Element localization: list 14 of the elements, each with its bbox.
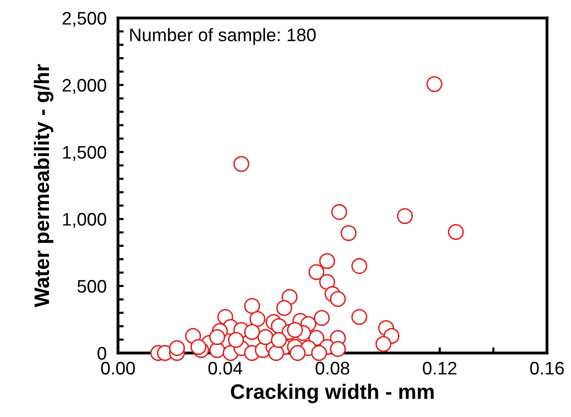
y-tick-label: 2,000 (62, 78, 106, 94)
x-tick-label: 0.08 (316, 362, 350, 375)
x-tick-label: 0.00 (101, 362, 135, 375)
annotation: Number of sample: 180 (130, 28, 316, 45)
y-tick-label: 500 (77, 280, 106, 293)
y-tick-label: 1,500 (63, 146, 106, 161)
y-axis-title: Water permeability - g/hr (34, 64, 54, 308)
x-tick-label: 0.04 (208, 362, 242, 375)
y-tick-label: 2,500 (62, 12, 106, 27)
y-tick-label: 0 (98, 346, 106, 360)
y-tick-label: 1,000 (63, 212, 106, 228)
x-axis-title: Cracking width - mm (230, 384, 434, 404)
x-tick-label: 0.12 (422, 362, 456, 375)
x-tick-label: 0.16 (530, 362, 564, 375)
